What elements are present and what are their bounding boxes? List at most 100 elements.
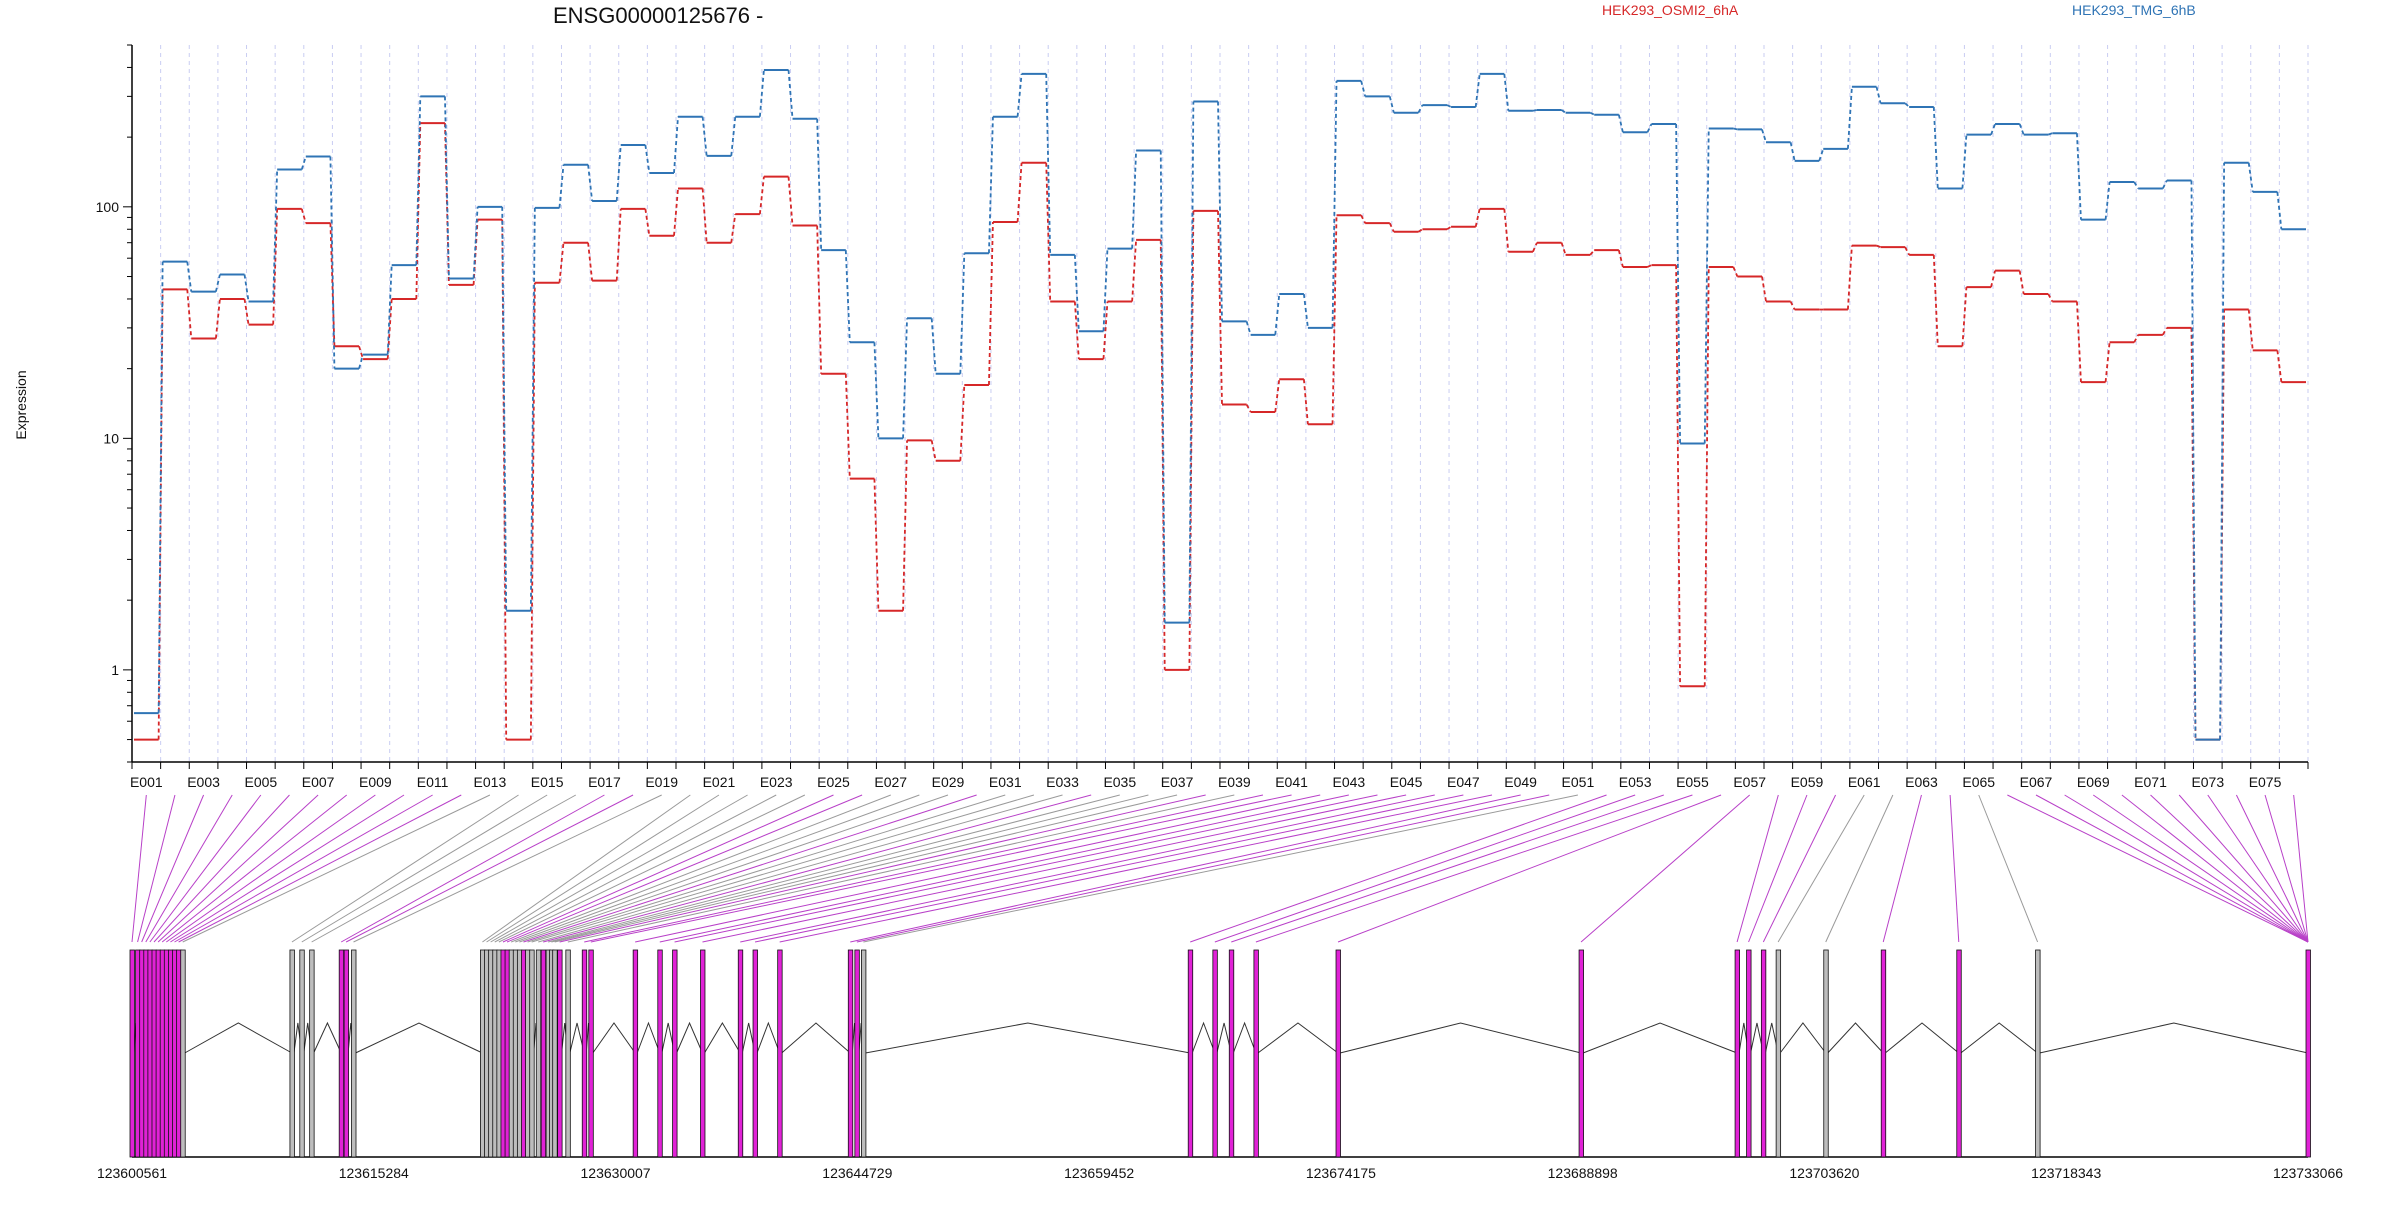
- exon-connector: [779, 794, 1493, 943]
- series-connector: [2018, 270, 2025, 295]
- exon-box: [180, 949, 186, 1158]
- exon-connector: [1978, 794, 2039, 943]
- exon-connector: [2178, 794, 2309, 943]
- exon-box: [672, 949, 678, 1158]
- series-connector: [1732, 266, 1739, 277]
- series-connector: [930, 440, 937, 461]
- series-connector: [2018, 123, 2025, 135]
- series-connector: [1274, 379, 1281, 413]
- intron-chevron: [569, 1022, 585, 1054]
- series-connector: [1016, 162, 1023, 223]
- exon-connector: [166, 794, 376, 943]
- x-tick-label: E015: [531, 774, 564, 790]
- series-connector: [2162, 327, 2168, 336]
- series-connector: [930, 318, 937, 374]
- series-connector: [1073, 301, 1080, 360]
- series-tmg: [134, 68, 2306, 741]
- exon-connector: [137, 794, 176, 943]
- x-tick-label: E055: [1676, 774, 1709, 790]
- series-connector: [157, 261, 164, 714]
- series-connector: [1703, 128, 1710, 444]
- series-connector: [1904, 246, 1910, 256]
- exon-box: [529, 949, 535, 1158]
- x-tick-label: E069: [2077, 774, 2110, 790]
- series-connector: [1617, 114, 1624, 133]
- exon-connector: [291, 794, 519, 943]
- exon-connector: [490, 794, 748, 943]
- series-connector: [1675, 123, 1682, 444]
- intron-chevron: [1257, 1022, 1339, 1054]
- series-connector: [1331, 80, 1338, 328]
- series-connector: [2276, 350, 2283, 383]
- series-connector: [673, 116, 679, 174]
- x-tick-label: E003: [187, 774, 220, 790]
- series-connector: [1961, 287, 1968, 347]
- exon-connector: [590, 794, 1292, 943]
- series-connector: [1961, 134, 1968, 189]
- exon-connector: [559, 794, 1206, 943]
- series-connector: [1876, 244, 1881, 248]
- exon-connector: [131, 794, 147, 943]
- exon-connector: [2064, 794, 2309, 943]
- exon-connector: [2007, 794, 2309, 943]
- exon-connector: [635, 794, 1321, 943]
- series-connector: [1589, 249, 1595, 256]
- y-tick-label: 10: [103, 430, 119, 446]
- series-connector: [1990, 270, 1996, 288]
- series-connector: [873, 478, 880, 611]
- exon-connector: [506, 794, 863, 943]
- series-connector: [787, 176, 794, 226]
- series-connector: [1846, 245, 1853, 310]
- series-connector: [1560, 242, 1567, 256]
- series-connector: [816, 118, 823, 251]
- exon-connector: [1825, 794, 1894, 943]
- exon-connector: [567, 794, 1235, 943]
- series-connector: [758, 176, 765, 215]
- exon-connector: [345, 794, 634, 943]
- series-connector: [558, 164, 565, 208]
- genomic-tick-label: 123718343: [2031, 1165, 2101, 1181]
- x-tick-label: E023: [760, 774, 793, 790]
- series-connector: [988, 116, 994, 254]
- intron-chevron: [1582, 1022, 1738, 1054]
- series-connector: [1159, 150, 1166, 623]
- series-connector: [358, 354, 364, 369]
- y-tick-label: 1: [111, 662, 119, 678]
- x-tick-label: E071: [2134, 774, 2167, 790]
- exon-box: [343, 949, 350, 1158]
- exon-box: [535, 949, 542, 1158]
- exon-connector: [531, 794, 1035, 943]
- exon-box: [1775, 949, 1782, 1158]
- x-tick-label: E051: [1562, 774, 1595, 790]
- exon-connector: [584, 794, 1264, 943]
- x-tick-label: E057: [1733, 774, 1766, 790]
- x-tick-label: E021: [703, 774, 736, 790]
- series-connector: [1818, 148, 1825, 162]
- exon-connector: [1190, 794, 1607, 943]
- exon-grid: [131, 45, 2309, 762]
- series-connector: [844, 373, 851, 479]
- exon-connectors: [131, 794, 2309, 943]
- series-connector: [1217, 210, 1223, 405]
- series-connector: [1045, 162, 1052, 302]
- exon-connector: [1337, 794, 1722, 943]
- intron-chevron: [1339, 1022, 1582, 1054]
- exon-connector: [2035, 794, 2309, 943]
- series-connector: [215, 274, 221, 292]
- series-connector: [1875, 86, 1882, 104]
- series-connector: [1503, 73, 1510, 111]
- intron-chevron: [1827, 1022, 1884, 1054]
- series-connector: [1532, 242, 1538, 253]
- series-connector: [2104, 181, 2111, 220]
- series-connector: [243, 298, 250, 325]
- series-connector: [1932, 254, 1939, 347]
- exon-connector: [340, 794, 605, 943]
- exon-box: [861, 949, 867, 1158]
- x-tick-label: E001: [130, 774, 163, 790]
- series-connector: [1990, 123, 1996, 135]
- series-connector: [2247, 162, 2254, 193]
- series-connector: [501, 206, 508, 611]
- x-tick-label: E039: [1218, 774, 1251, 790]
- series-connector: [529, 282, 536, 740]
